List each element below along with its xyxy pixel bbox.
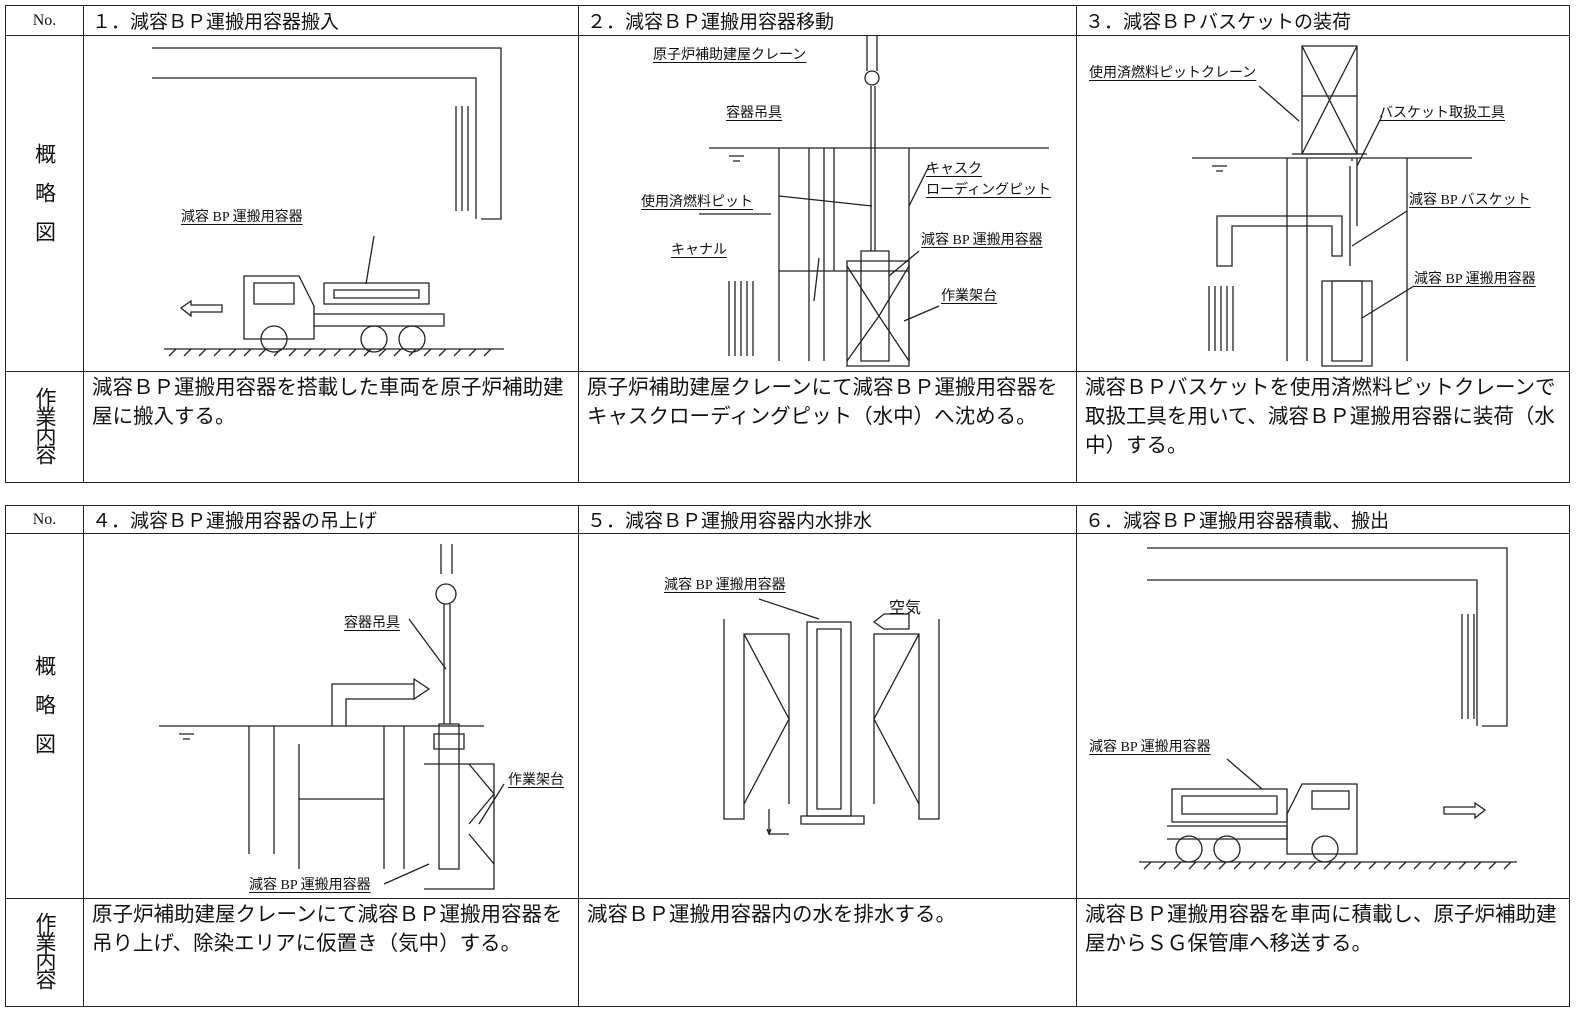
diagram-label: 使用済燃料ピット	[641, 195, 753, 210]
diagram-cell: 使用済燃料ピットクレーン バスケット取扱工具 減容 BP バスケット 減容 BP…	[1076, 35, 1570, 372]
diagram: 使用済燃料ピットクレーン バスケット取扱工具 減容 BP バスケット 減容 BP…	[1077, 36, 1569, 371]
diagram-label: 作業架台	[941, 289, 997, 304]
basket-drawing	[1192, 45, 1472, 367]
step-title: ２．減容ＢＰ運搬用容器移動	[578, 5, 1077, 36]
diagram-label: 作業架台	[508, 773, 564, 788]
move-drawing	[699, 36, 1049, 367]
diagram-label: ローディングピット	[926, 183, 1052, 198]
row-label: 作業内容	[5, 371, 84, 483]
table-2: No. ４．減容ＢＰ運搬用容器の吊上げ ５．減容ＢＰ運搬用容器内水排水 ６．減容…	[5, 505, 1570, 1007]
step-description: 減容ＢＰ運搬用容器内の水を排水する。	[578, 898, 1077, 1007]
diagram-cell: 原子炉補助建屋クレーン 容器吊具 キャスク ローディングピット 使用済燃料ピット…	[578, 35, 1077, 372]
row-label: 作業内容	[5, 898, 84, 1007]
diagram-label: 減容 BP 運搬用容器	[1089, 740, 1211, 755]
diagram-label: 減容 BP 運搬用容器	[921, 233, 1043, 248]
diagram: 原子炉補助建屋クレーン 容器吊具 キャスク ローディングピット 使用済燃料ピット…	[579, 36, 1076, 371]
drain-drawing	[723, 598, 940, 836]
step-title: １．減容ＢＰ運搬用容器搬入	[83, 5, 579, 36]
table-1: No. １．減容ＢＰ運搬用容器搬入 ２．減容ＢＰ運搬用容器移動 ３．減容ＢＰバス…	[5, 5, 1570, 483]
diagram-label: 概略図	[32, 142, 57, 260]
diagram-cell: 減容 BP 運搬用容器	[1076, 533, 1570, 899]
truck-out-drawing	[1139, 547, 1517, 870]
diagram-label: 概略図	[32, 655, 57, 772]
diagram-label: バスケット取扱工具	[1379, 106, 1505, 121]
diagram: 減容 BP 運搬用容器	[1077, 534, 1569, 898]
diagram-label: 減容 BP 運搬用容器	[1414, 272, 1536, 287]
work-label: 作業内容	[33, 912, 57, 988]
row-label: 概略図	[5, 533, 84, 899]
diagram-label: 使用済燃料ピットクレーン	[1089, 66, 1257, 81]
diagram-cell: 減容 BP 運搬用容器	[83, 35, 579, 372]
diagram-label: 空気	[889, 600, 922, 617]
step-title: ４．減容ＢＰ運搬用容器の吊上げ	[83, 505, 579, 534]
no-header: No.	[5, 505, 84, 534]
diagram: 減容 BP 運搬用容器 空気	[579, 534, 1076, 898]
diagram-label: 容器吊具	[726, 106, 782, 121]
diagram-cell: 減容 BP 運搬用容器 空気	[578, 533, 1077, 899]
work-label: 作業内容	[33, 386, 57, 463]
diagram: 減容 BP 運搬用容器	[84, 36, 578, 371]
diagram-label: 容器吊具	[344, 616, 400, 631]
step-title: ３．減容ＢＰバスケットの装荷	[1076, 5, 1570, 36]
truck-in-drawing	[152, 47, 504, 357]
diagram-label: キャスク	[926, 162, 982, 177]
diagram-label: 原子炉補助建屋クレーン	[653, 48, 807, 63]
no-header: No.	[5, 5, 84, 36]
step-title: ６．減容ＢＰ運搬用容器積載、搬出	[1076, 505, 1570, 534]
diagram: 容器吊具 作業架台 減容 BP 運搬用容器	[84, 534, 578, 898]
diagram-label: 減容 BP 運搬用容器	[664, 578, 786, 593]
diagram-label: キャナル	[671, 243, 727, 258]
lift-drawing	[159, 544, 505, 890]
diagram-cell: 容器吊具 作業架台 減容 BP 運搬用容器	[83, 533, 579, 899]
row-label: 概略図	[5, 35, 84, 372]
diagram-label: 減容 BP バスケット	[1409, 193, 1531, 208]
step-title: ５．減容ＢＰ運搬用容器内水排水	[578, 505, 1077, 534]
step-description: 原子炉補助建屋クレーンにて減容ＢＰ運搬用容器を吊り上げ、除染エリアに仮置き（気中…	[83, 898, 579, 1007]
diagram-label: 減容 BP 運搬用容器	[181, 210, 303, 225]
step-description: 減容ＢＰバスケットを使用済燃料ピットクレーンで取扱工具を用いて、減容ＢＰ運搬用容…	[1076, 371, 1570, 483]
step-description: 減容ＢＰ運搬用容器を車両に積載し、原子炉補助建屋からＳＧ保管庫へ移送する。	[1076, 898, 1570, 1007]
diagram-label: 減容 BP 運搬用容器	[249, 878, 371, 893]
step-description: 減容ＢＰ運搬用容器を搭載した車両を原子炉補助建屋に搬入する。	[83, 371, 579, 483]
step-description: 原子炉補助建屋クレーンにて減容ＢＰ運搬用容器をキャスクローディングピット（水中）…	[578, 371, 1077, 483]
